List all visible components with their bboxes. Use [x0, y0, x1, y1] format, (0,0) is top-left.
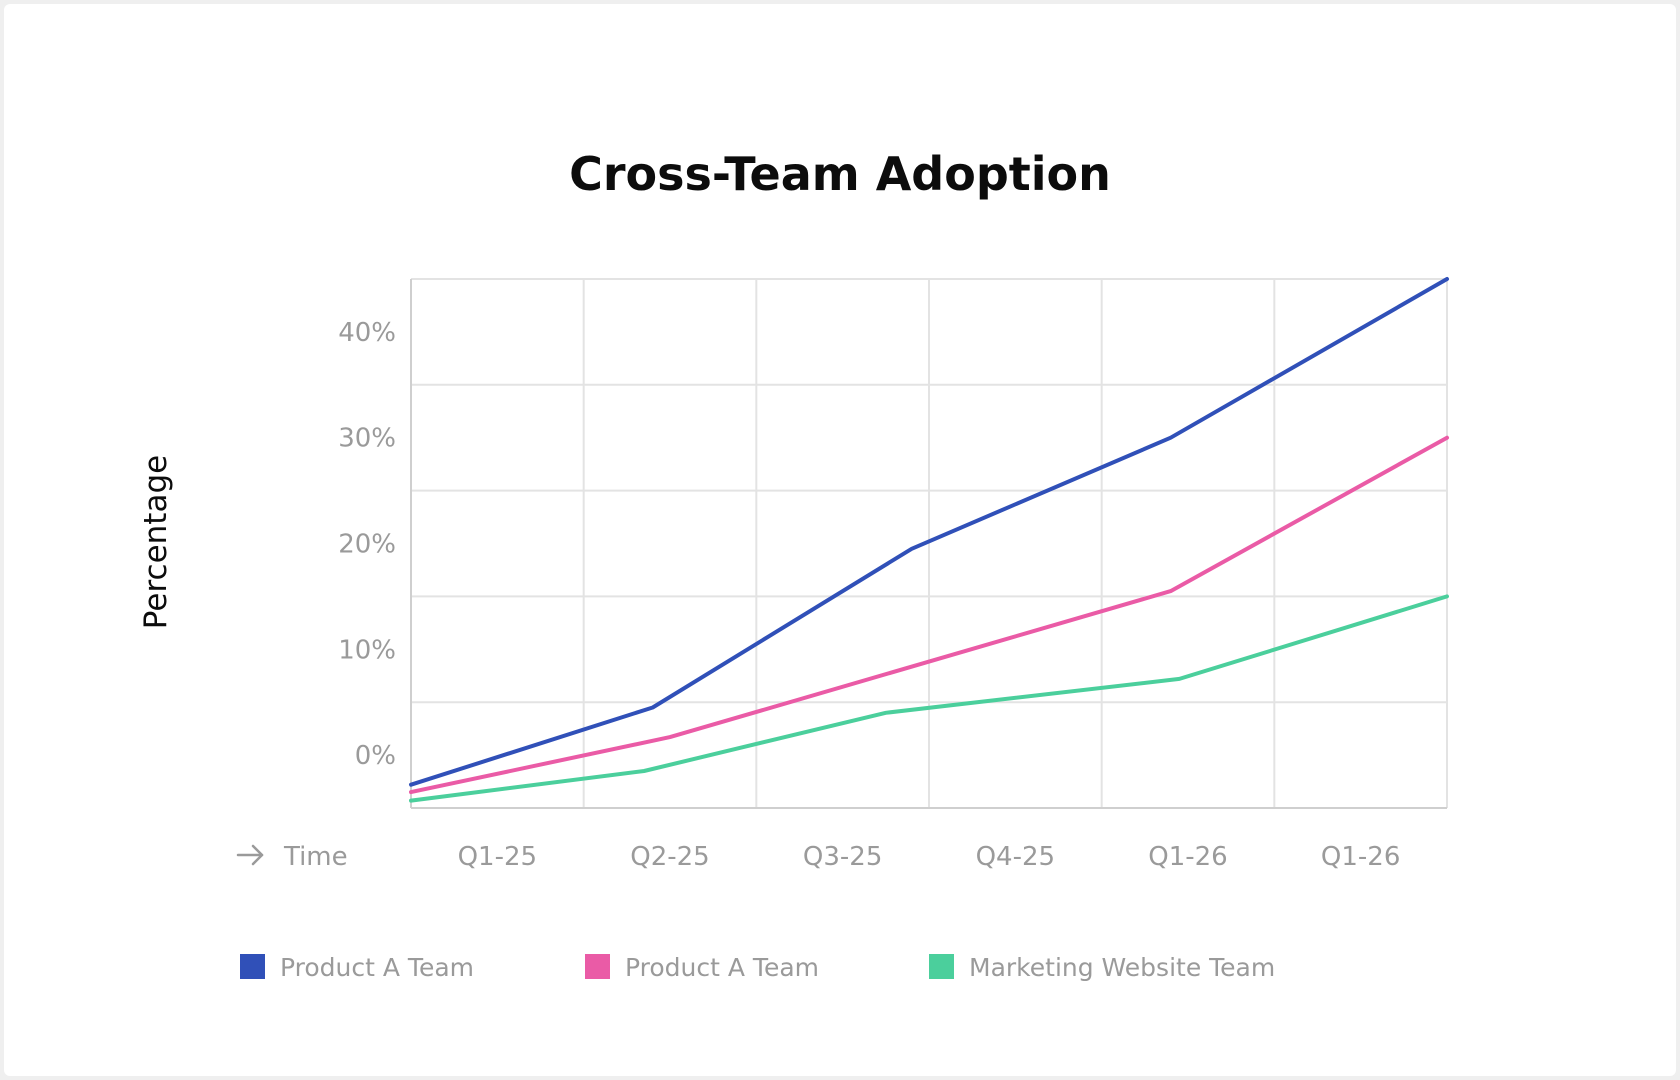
- y-tick-label: 40%: [338, 318, 396, 348]
- x-tick-label: Q3-25: [803, 842, 882, 872]
- legend: Product A Team Product A Team Marketing We…: [240, 953, 1275, 982]
- legend-swatch: [585, 954, 610, 979]
- x-tick-label: Q1-26: [1148, 842, 1227, 872]
- legend-label: Product A Team: [625, 953, 819, 982]
- y-axis-ticks: 0% 10% 20% 30% 40%: [338, 318, 396, 771]
- legend-swatch: [929, 954, 954, 979]
- legend-swatch: [240, 954, 265, 979]
- x-axis-label-group: Time: [236, 842, 348, 872]
- legend-label: Product A Team: [280, 953, 474, 982]
- legend-label: Marketing Website Team: [969, 953, 1275, 982]
- y-axis-label: Percentage: [138, 455, 174, 629]
- y-tick-label: 10%: [338, 635, 396, 665]
- y-tick-label: 20%: [338, 530, 396, 560]
- grid: [410, 278, 1448, 809]
- series-lines: [409, 277, 1449, 803]
- x-tick-label: Q4-25: [976, 842, 1055, 872]
- x-tick-label: Q1-25: [458, 842, 537, 872]
- series-line-1: [409, 277, 1449, 787]
- series-line-2: [409, 435, 1449, 795]
- legend-item-1: Product A Team: [240, 953, 474, 982]
- legend-item-2: Product A Team: [585, 953, 819, 982]
- legend-item-3: Marketing Website Team: [929, 953, 1275, 982]
- x-axis-ticks: Q1-25 Q2-25 Q3-25 Q4-25 Q1-26 Q1-26: [458, 842, 1401, 872]
- y-tick-label: 0%: [355, 741, 396, 771]
- x-tick-label: Q1-26: [1321, 842, 1400, 872]
- series-line-3: [409, 594, 1449, 803]
- x-axis-label: Time: [283, 842, 348, 872]
- x-tick-label: Q2-25: [630, 842, 709, 872]
- y-tick-label: 30%: [338, 424, 396, 454]
- line-chart: Cross-Team Adoption Percentage 0% 10% 20% 3…: [138, 147, 1449, 982]
- chart-card: Cross-Team Adoption Percentage 0% 10% 20% 3…: [4, 4, 1676, 1076]
- chart-title: Cross-Team Adoption: [569, 147, 1111, 201]
- arrow-right-icon: [236, 844, 264, 866]
